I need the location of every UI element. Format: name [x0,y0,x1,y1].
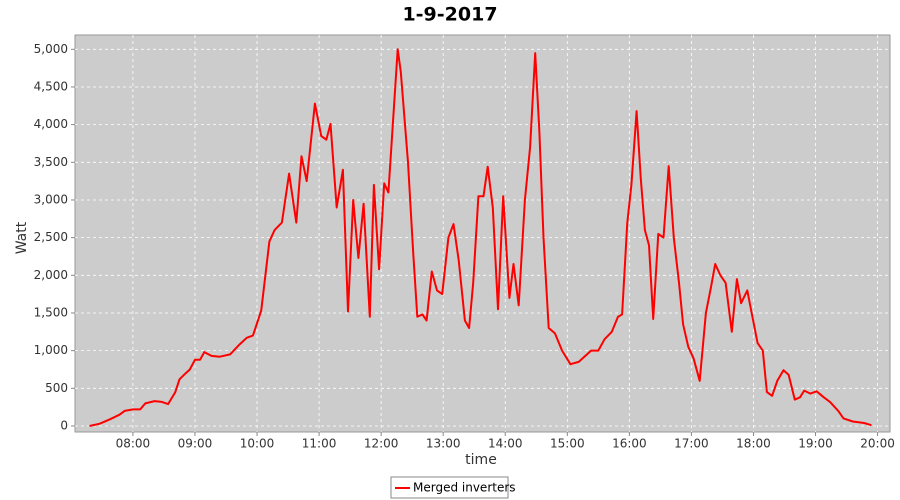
y-tick-label: 0 [60,418,68,432]
x-tick-label: 12:00 [364,437,399,451]
x-tick-label: 17:00 [674,437,709,451]
chart-title: 1-9-2017 [402,4,497,26]
y-axis-label: Watt [14,221,30,254]
x-tick-label: 09:00 [178,437,213,451]
legend-label: Merged inverters [413,481,516,495]
plot-area [74,34,891,433]
y-tick-label: 500 [45,381,68,395]
x-tick-label: 11:00 [302,437,337,451]
x-axis-label: time [465,452,497,468]
x-tick-label: 08:00 [116,437,151,451]
y-tick-label: 3,000 [34,192,68,206]
x-tick-label: 16:00 [612,437,647,451]
x-tick-label: 18:00 [736,437,771,451]
y-tick-label: 4,000 [34,117,68,131]
y-tick-label: 2,500 [34,230,68,244]
x-tick-label: 19:00 [798,437,833,451]
x-tick-label: 13:00 [426,437,461,451]
legend: Merged inverters [390,476,516,499]
y-tick-label: 1,500 [34,305,68,319]
x-tick-label: 20:00 [860,437,895,451]
data-line [89,48,872,427]
y-tick-label: 1,000 [34,343,68,357]
x-tick-label: 14:00 [488,437,523,451]
x-tick-label: 10:00 [240,437,275,451]
legend-box [390,476,509,499]
y-tick-label: 4,500 [34,79,68,93]
x-tick-label: 15:00 [550,437,585,451]
y-tick-label: 2,000 [34,268,68,282]
y-tick-label: 5,000 [34,42,68,56]
y-tick-label: 3,500 [34,155,68,169]
